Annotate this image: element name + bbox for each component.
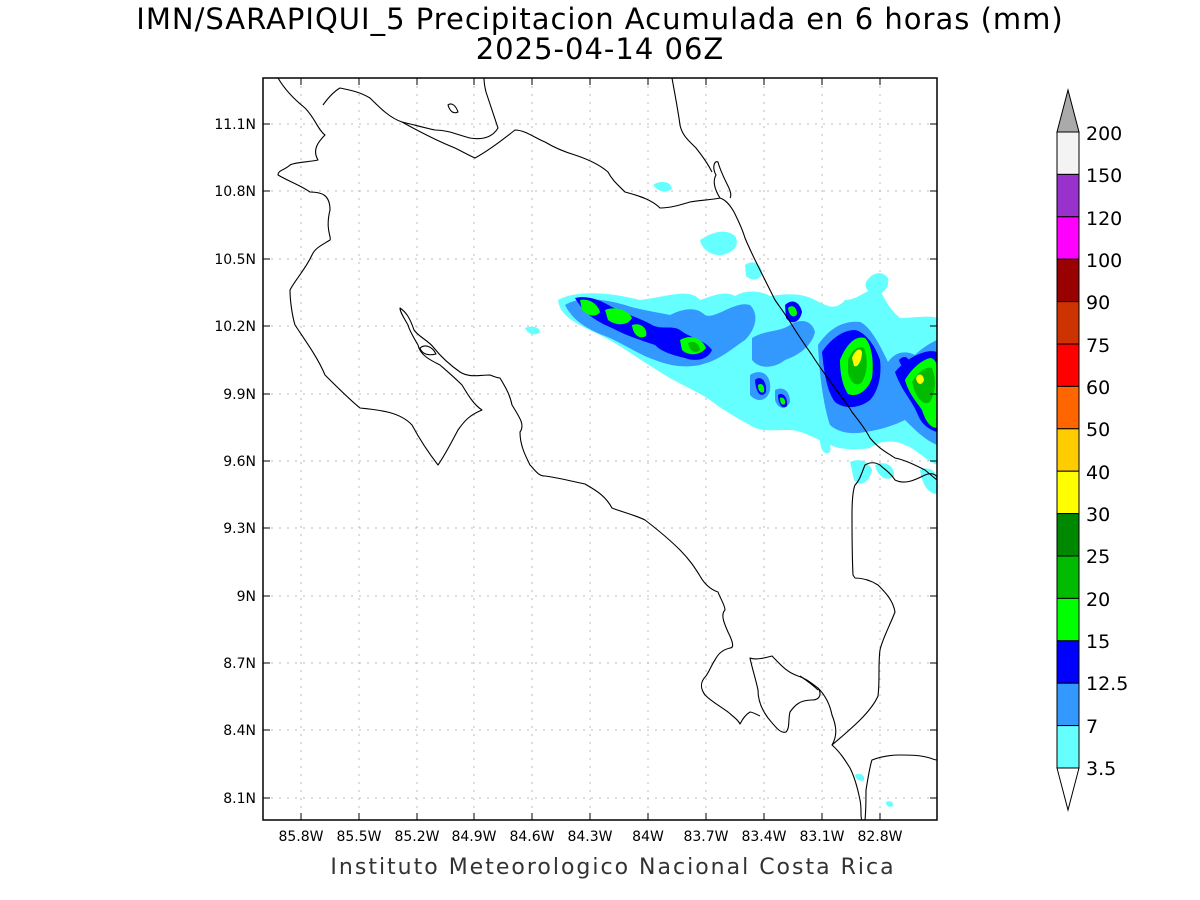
legend-swatch	[1056, 470, 1080, 515]
legend-swatch	[1056, 428, 1080, 472]
map-grid	[263, 78, 937, 820]
longitude-axis	[300, 78, 881, 820]
legend-label: 30	[1086, 504, 1110, 526]
legend-color-bar	[1056, 88, 1080, 812]
legend-swatch	[1056, 173, 1080, 218]
legend-swatch	[1056, 301, 1080, 345]
legend-labels: 200 150 120 100 90 75 60 50 40 30 25 20 …	[1086, 123, 1128, 780]
legend-label: 12.5	[1086, 673, 1128, 695]
lon-tick-label: 82.8W	[857, 829, 902, 845]
lon-tick-label: 83.4W	[741, 829, 786, 845]
legend-label: 150	[1086, 165, 1122, 187]
legend-label: 200	[1086, 123, 1122, 145]
chart-subtitle-date: 2025-04-14 06Z	[475, 32, 725, 66]
lat-tick-label: 8.1N	[223, 791, 256, 807]
legend-label: 15	[1086, 631, 1110, 653]
legend-label: 60	[1086, 377, 1110, 399]
legend-label: 120	[1086, 208, 1122, 230]
legend-swatch	[1056, 385, 1080, 430]
legend-label: 90	[1086, 292, 1110, 314]
lat-tick-label: 9.3N	[223, 521, 256, 537]
lon-tick-label: 83.1W	[799, 829, 844, 845]
legend-label: 25	[1086, 546, 1110, 568]
lon-tick-label: 85.5W	[336, 829, 381, 845]
lon-tick-label: 83.7W	[683, 829, 728, 845]
lat-tick-label: 10.5N	[214, 252, 256, 268]
legend-swatch	[1056, 640, 1080, 684]
legend-swatch	[1056, 258, 1080, 303]
legend-swatch	[1056, 131, 1080, 175]
lat-tick-label: 9.9N	[223, 387, 256, 403]
lon-tick-label: 85.8W	[278, 829, 323, 845]
coastline-borders	[277, 78, 937, 820]
lat-tick-label: 10.8N	[214, 184, 256, 200]
color-legend: 200 150 120 100 90 75 60 50 40 30 25 20 …	[1056, 88, 1128, 812]
lat-tick-label: 8.7N	[223, 656, 256, 672]
lat-tick-label: 9.6N	[223, 454, 256, 470]
legend-label: 3.5	[1086, 758, 1116, 780]
legend-label: 40	[1086, 462, 1110, 484]
legend-swatch	[1056, 725, 1080, 769]
legend-swatch-top	[1056, 88, 1080, 133]
legend-swatch	[1056, 343, 1080, 387]
lon-tick-label: 84W	[632, 829, 664, 845]
precipitation-field	[525, 181, 937, 807]
lon-tick-label: 84.3W	[567, 829, 612, 845]
legend-label: 7	[1086, 716, 1098, 738]
legend-label: 75	[1086, 335, 1110, 357]
legend-label: 50	[1086, 419, 1110, 441]
lat-tick-label: 10.2N	[214, 319, 256, 335]
map-frame	[262, 77, 938, 821]
lon-tick-label: 85.2W	[394, 829, 439, 845]
chart-title: IMN/SARAPIQUI_5 Precipitacion Acumulada …	[136, 2, 1064, 36]
legend-label: 20	[1086, 589, 1110, 611]
latitude-axis	[263, 123, 937, 799]
lat-tick-label: 8.4N	[223, 723, 256, 739]
lat-tick-label: 9N	[237, 589, 256, 605]
lon-tick-label: 84.9W	[451, 829, 496, 845]
legend-swatch	[1056, 597, 1080, 642]
legend-swatch	[1056, 216, 1080, 260]
footer-credit: Instituto Meteorologico Nacional Costa R…	[330, 855, 896, 880]
lat-tick-label: 11.1N	[214, 117, 256, 133]
legend-swatch-bottom	[1056, 767, 1080, 812]
legend-swatch	[1056, 682, 1080, 727]
legend-swatch	[1056, 555, 1080, 599]
lon-tick-label: 84.6W	[509, 829, 554, 845]
legend-swatch	[1056, 513, 1080, 557]
legend-label: 100	[1086, 250, 1122, 272]
